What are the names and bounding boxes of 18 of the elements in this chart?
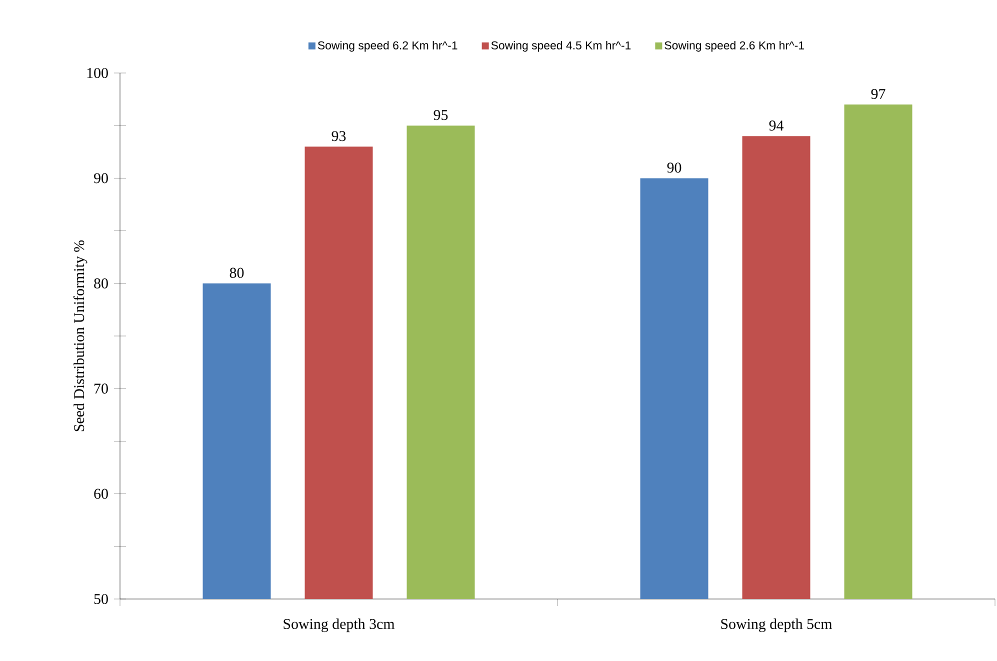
data-label: 90 <box>667 162 682 173</box>
y-tick-label: 100 <box>87 68 108 78</box>
y-tick-label: 50 <box>94 594 108 604</box>
data-label: 80 <box>230 268 244 278</box>
legend-label: Sowing speed 4.5 Km hr^-1 <box>491 41 631 52</box>
x-tick-label: Sowing depth 3cm <box>284 618 395 632</box>
data-label: 94 <box>769 120 784 131</box>
y-tick-label: 60 <box>94 488 108 499</box>
data-label: 95 <box>434 110 448 120</box>
legend-label: Sowing speed 6.2 Km hr^-1 <box>318 41 458 52</box>
data-label: 93 <box>332 131 346 142</box>
y-axis-title: Seed Distribution Uniformity % <box>73 240 88 432</box>
x-tick-label: Sowing depth 5cm <box>721 618 832 632</box>
y-tick-label: 70 <box>94 384 108 394</box>
y-tick-label: 90 <box>94 173 108 184</box>
y-tick-label: 80 <box>94 278 108 288</box>
data-label: 97 <box>871 89 886 100</box>
legend-label: Sowing speed 2.6 Km hr^-1 <box>664 41 804 52</box>
